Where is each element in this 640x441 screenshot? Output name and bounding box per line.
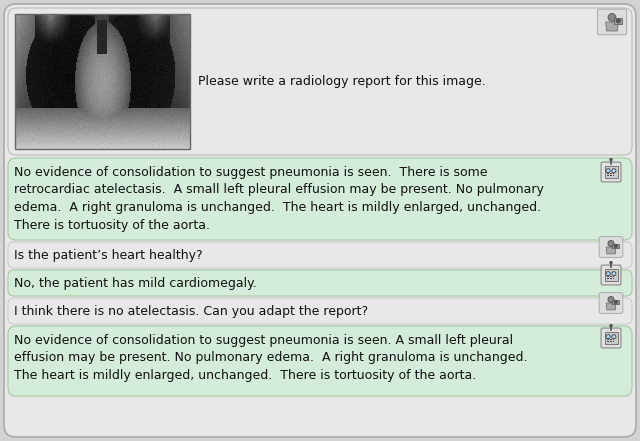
FancyBboxPatch shape xyxy=(601,265,621,285)
FancyBboxPatch shape xyxy=(597,9,627,35)
FancyBboxPatch shape xyxy=(4,4,636,437)
Bar xyxy=(610,339,612,340)
Circle shape xyxy=(608,14,616,22)
Bar xyxy=(612,243,619,248)
Bar xyxy=(607,339,609,340)
Bar xyxy=(610,278,612,279)
Bar xyxy=(612,299,619,304)
Bar xyxy=(610,175,612,176)
FancyBboxPatch shape xyxy=(8,8,632,155)
FancyBboxPatch shape xyxy=(599,237,623,258)
Circle shape xyxy=(607,336,609,338)
Circle shape xyxy=(614,245,618,247)
Circle shape xyxy=(606,169,610,172)
Polygon shape xyxy=(606,303,616,310)
Bar xyxy=(607,276,609,277)
Circle shape xyxy=(610,325,612,327)
Text: I think there is no atelectasis. Can you adapt the report?: I think there is no atelectasis. Can you… xyxy=(14,304,368,318)
Bar xyxy=(610,276,612,277)
Circle shape xyxy=(607,170,609,172)
Bar xyxy=(15,14,190,149)
Bar xyxy=(607,175,609,176)
Bar xyxy=(612,276,614,277)
Circle shape xyxy=(606,335,610,339)
Text: Please write a radiology report for this image.: Please write a radiology report for this… xyxy=(198,75,486,88)
Circle shape xyxy=(610,159,612,161)
Polygon shape xyxy=(606,247,616,254)
Bar xyxy=(607,278,609,279)
Circle shape xyxy=(613,273,615,275)
Bar xyxy=(612,175,614,176)
FancyBboxPatch shape xyxy=(599,292,623,314)
Circle shape xyxy=(616,19,620,22)
Circle shape xyxy=(608,240,614,247)
Text: No, the patient has mild cardiomegaly.: No, the patient has mild cardiomegaly. xyxy=(14,277,257,289)
Bar xyxy=(605,166,618,178)
Circle shape xyxy=(608,296,614,303)
Bar xyxy=(607,173,609,174)
FancyBboxPatch shape xyxy=(8,242,632,268)
Circle shape xyxy=(606,272,610,276)
Bar xyxy=(605,332,618,344)
Circle shape xyxy=(612,169,616,172)
Bar xyxy=(607,341,609,342)
Bar xyxy=(605,269,618,281)
Polygon shape xyxy=(605,22,618,31)
Text: Is the patient’s heart healthy?: Is the patient’s heart healthy? xyxy=(14,248,203,262)
FancyBboxPatch shape xyxy=(8,270,632,296)
Circle shape xyxy=(610,262,612,264)
Circle shape xyxy=(612,272,616,276)
FancyBboxPatch shape xyxy=(8,326,632,396)
Circle shape xyxy=(612,335,616,339)
FancyBboxPatch shape xyxy=(8,298,632,324)
Circle shape xyxy=(614,301,618,303)
Bar xyxy=(612,173,614,174)
Circle shape xyxy=(613,336,615,338)
Circle shape xyxy=(613,170,615,172)
Text: No evidence of consolidation to suggest pneumonia is seen.  There is some
retroc: No evidence of consolidation to suggest … xyxy=(14,166,544,232)
Bar xyxy=(610,341,612,342)
Bar xyxy=(612,278,614,279)
Bar xyxy=(612,339,614,340)
Bar xyxy=(614,18,622,24)
Bar xyxy=(610,173,612,174)
Bar xyxy=(612,341,614,342)
FancyBboxPatch shape xyxy=(601,162,621,182)
Circle shape xyxy=(607,273,609,275)
Text: No evidence of consolidation to suggest pneumonia is seen. A small left pleural
: No evidence of consolidation to suggest … xyxy=(14,334,527,382)
FancyBboxPatch shape xyxy=(8,158,632,240)
FancyBboxPatch shape xyxy=(601,328,621,348)
